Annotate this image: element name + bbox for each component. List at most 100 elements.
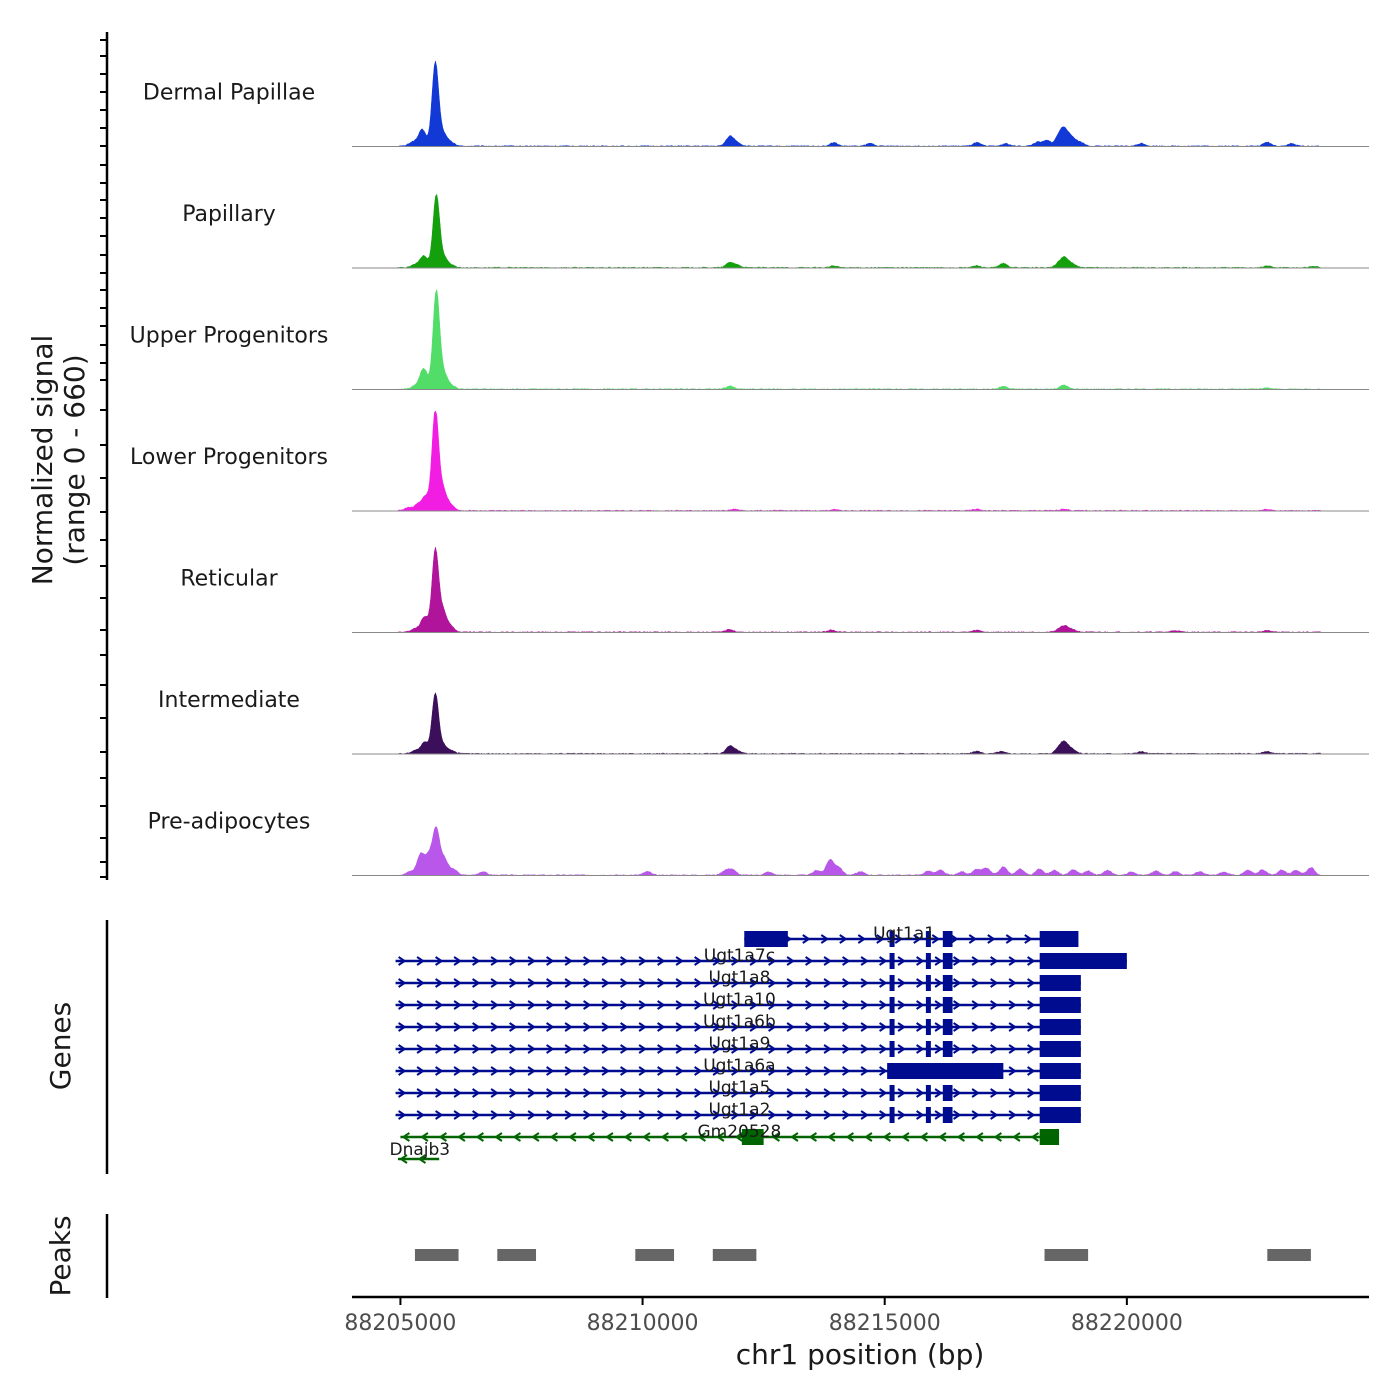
strand-chevron — [882, 1132, 891, 1142]
strand-chevron — [1027, 1110, 1036, 1120]
strand-chevron — [568, 1132, 577, 1142]
strand-chevron — [601, 1110, 610, 1120]
strand-chevron — [731, 1000, 740, 1010]
strand-chevron — [712, 1110, 721, 1120]
strand-chevron — [990, 1088, 999, 1098]
strand-chevron — [805, 1044, 814, 1054]
strand-chevron — [805, 1110, 814, 1120]
strand-chevron — [971, 1044, 980, 1054]
gene-label: Ugt1a5 — [708, 1078, 770, 1098]
strand-chevron — [876, 934, 885, 944]
peak-regions — [414, 1249, 1311, 1261]
coverage-area — [397, 826, 1321, 876]
strand-chevron — [860, 1022, 869, 1032]
strand-chevron — [527, 1022, 536, 1032]
strand-chevron — [879, 1066, 888, 1076]
strand-chevron — [786, 1088, 795, 1098]
strand-chevron — [786, 978, 795, 988]
strand-chevron — [416, 956, 425, 966]
strand-chevron — [820, 934, 830, 944]
strand-chevron — [546, 1044, 555, 1054]
strand-chevron — [694, 956, 703, 966]
strand-chevron — [472, 1088, 481, 1098]
strand-chevron — [638, 1022, 647, 1032]
strand-chevron — [435, 1088, 444, 1098]
strand-chevron — [749, 1044, 758, 1054]
strand-chevron — [398, 1000, 407, 1010]
strand-chevron — [564, 956, 573, 966]
strand-chevron — [712, 1066, 721, 1076]
strand-chevron — [638, 1000, 647, 1010]
strand-chevron — [842, 1044, 851, 1054]
strand-chevron — [842, 956, 851, 966]
strand-chevron — [971, 1000, 980, 1010]
strand-chevron — [564, 978, 573, 988]
strand-chevron — [842, 1000, 851, 1010]
strand-chevron — [453, 1088, 462, 1098]
gene-ugt1a2: Ugt1a2 — [395, 1100, 1081, 1123]
x-tick-label: 88210000 — [587, 1311, 699, 1336]
strand-chevron — [857, 934, 867, 944]
strand-chevron — [657, 1088, 666, 1098]
gene-ugt1a10: Ugt1a10 — [395, 990, 1081, 1013]
strand-chevron — [509, 978, 518, 988]
strand-chevron — [1008, 1088, 1017, 1098]
strand-chevron — [975, 1132, 984, 1142]
strand-chevron — [660, 1132, 669, 1142]
strand-chevron — [601, 956, 610, 966]
strand-chevron — [697, 1132, 706, 1142]
strand-chevron — [453, 956, 462, 966]
gene-label: Ugt1a8 — [708, 968, 770, 988]
strand-chevron — [620, 1110, 629, 1120]
strand-chevron — [731, 1022, 740, 1032]
strand-chevron — [953, 978, 962, 988]
strand-chevron — [694, 1066, 703, 1076]
strand-chevron — [731, 956, 740, 966]
track-papillary: Papillary — [182, 193, 1369, 269]
strand-chevron — [1024, 934, 1033, 944]
strand-chevron — [879, 978, 888, 988]
strand-chevron — [527, 1066, 536, 1076]
strand-chevron — [971, 1110, 980, 1120]
strand-chevron — [897, 1088, 906, 1098]
strand-chevron — [712, 1022, 721, 1032]
strand-chevron — [435, 1022, 444, 1032]
strand-chevron — [675, 1022, 684, 1032]
strand-chevron — [583, 1000, 592, 1010]
peaks-panel-label: Peaks — [44, 1215, 77, 1296]
strand-chevron — [583, 978, 592, 988]
strand-chevron — [642, 1132, 651, 1142]
strand-chevron — [694, 1044, 703, 1054]
strand-chevron — [401, 1132, 410, 1142]
strand-chevron — [749, 1000, 758, 1010]
coverage-area — [397, 547, 1321, 633]
strand-chevron — [802, 934, 811, 944]
strand-chevron — [583, 1110, 592, 1120]
strand-chevron — [712, 1088, 721, 1098]
strand-chevron — [897, 978, 906, 988]
x-axis-title: chr1 position (bp) — [736, 1338, 985, 1371]
strand-chevron — [564, 1000, 573, 1010]
strand-chevron — [675, 1000, 684, 1010]
strand-chevron — [620, 956, 629, 966]
gene-label: Ugt1a2 — [708, 1100, 770, 1120]
strand-chevron — [453, 1110, 462, 1120]
strand-chevron — [472, 956, 481, 966]
strand-chevron — [790, 1132, 799, 1142]
strand-chevron — [897, 1000, 906, 1010]
strand-chevron — [860, 1066, 869, 1076]
strand-chevron — [916, 978, 925, 988]
strand-chevron — [601, 978, 610, 988]
exon — [925, 931, 931, 947]
gene-label: Ugt1a6a — [703, 1056, 775, 1076]
strand-chevron — [860, 956, 869, 966]
strand-chevron — [527, 1088, 536, 1098]
strand-chevron — [916, 1022, 925, 1032]
strand-chevron — [1027, 956, 1036, 966]
strand-chevron — [583, 956, 592, 966]
strand-chevron — [527, 1110, 536, 1120]
strand-chevron — [805, 978, 814, 988]
strand-chevron — [620, 1044, 629, 1054]
strand-chevron — [1027, 1044, 1036, 1054]
